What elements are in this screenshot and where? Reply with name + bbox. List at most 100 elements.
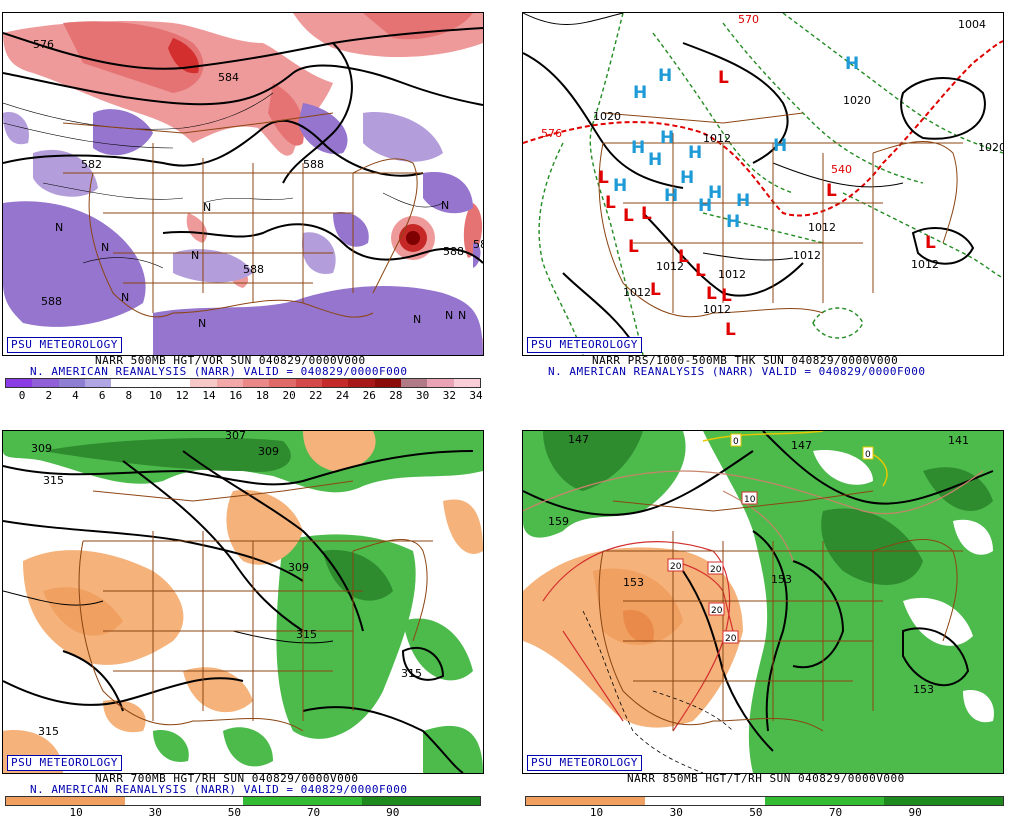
contour-label: 315 [43,474,64,487]
contour-label: 588 [443,245,464,258]
colorbar-segment [216,379,243,387]
contour-label: 584 [218,71,239,84]
caption-700mb-valid: N. AMERICAN REANALYSIS (NARR) VALID = 04… [30,783,408,796]
isobar-label: 1012 [718,268,746,281]
map-500mb-vorticity: 576 582 584 588 588 588 588 588 N N N N … [3,13,483,355]
low-pressure-marker: L [706,284,717,304]
isobar-label: 1012 [911,258,939,271]
psu-meteorology-badge: PSU METEOROLOGY [7,755,122,771]
colorbar-tick-label: 50 [227,806,242,819]
isobar-label: 1012 [793,249,821,262]
colorbar-tick-label: 6 [98,389,106,402]
colorbar-tick-label: 20 [282,389,296,402]
high-pressure-marker: H [660,128,674,148]
temperature-label: 20 [670,562,682,572]
high-pressure-marker: H [648,150,662,170]
psu-meteorology-badge: PSU METEOROLOGY [527,755,642,771]
colorbar-segment [764,797,884,805]
colorbar-segment [883,797,1003,805]
colorbar-tick-label: 10 [148,389,163,402]
caption-850mb-title: NARR 850MB HGT/T/RH SUN 040829/0000V000 [627,772,905,785]
colorbar-vorticity-ticks: 0 2 4 6 8 10 12 14 16 18 20 22 24 26 28 30 32 34 [0,389,490,403]
colorbar-segment [6,797,125,805]
contour-label: 588 [243,263,264,276]
colorbar-tick-label: 8 [125,389,133,402]
high-pressure-marker: H [736,191,750,211]
isobar-label: 1020 [978,141,1003,154]
colorbar-tick-label: 70 [306,806,321,819]
n-marker: N [441,199,449,212]
isobar-label: 1012 [623,286,651,299]
colorbar-segment [400,379,428,387]
colorbar-segment [361,797,480,805]
thickness-label: 576 [541,127,562,140]
colorbar-segment [124,797,243,805]
psu-meteorology-badge: PSU METEOROLOGY [7,337,122,353]
n-marker: N [203,201,211,214]
n-marker: N [191,249,199,262]
colorbar-segment [58,379,85,387]
n-marker: N [55,221,63,234]
n-marker: N [101,241,109,254]
high-pressure-marker: H [680,168,694,188]
colorbar-tick-label: 14 [202,389,216,402]
caption-500mb-valid: N. AMERICAN REANALYSIS (NARR) VALID = 04… [30,365,408,378]
high-pressure-marker: H [658,66,672,86]
contour-label: 315 [401,667,422,680]
temperature-label: 0 [733,437,739,447]
panel-500mb-vorticity: 576 582 584 588 588 588 588 588 N N N N … [2,12,484,356]
temperature-label: 0 [865,450,871,460]
colorbar-segment [427,379,454,387]
colorbar-tick-label: 12 [175,389,189,402]
map-sfc-pressure-thickness: 1004 1020 1020 1020 1012 1012 1012 1012 … [523,13,1003,355]
colorbar-tick-label: 22 [309,389,323,402]
colorbar-tick-label: 0 [18,389,26,402]
isobar-label: 1012 [703,303,731,316]
colorbar-segment [348,379,375,387]
high-pressure-marker: H [845,54,859,74]
colorbar-tick-label: 30 [669,806,683,819]
contour-label: 582 [81,158,102,171]
high-pressure-marker: H [726,212,740,232]
map-700mb-humidity: 309 315 309 315 315 315 309 307 [3,431,483,773]
isobar-label: 1012 [656,260,684,273]
colorbar-tick-label: 32 [442,389,456,402]
panel-700mb-humidity: 309 315 309 315 315 315 309 307 PSU METE… [2,430,484,774]
temperature-label: 10 [744,495,756,505]
caption-500mb-title: NARR 500MB HGT/VOR SUN 040829/0000V000 [95,354,366,367]
colorbar-segment [163,379,191,387]
high-pressure-marker: H [633,83,647,103]
low-pressure-marker: L [641,204,652,224]
colorbar-segment [6,379,33,387]
colorbar-segment [453,379,480,387]
high-pressure-marker: H [613,176,627,196]
colorbar-tick-label: 4 [72,389,79,402]
n-marker: N [413,313,421,326]
colorbar-tick-label: 10 [69,806,83,819]
low-pressure-marker: L [598,168,609,188]
colorbar-tick-label: 34 [469,389,483,402]
low-pressure-marker: L [650,280,661,300]
colorbar-segment [295,379,322,387]
colorbar-tick-label: 90 [908,806,922,819]
contour-label: 153 [771,573,792,586]
contour-label: 315 [296,628,317,641]
caption-thickness-valid: N. AMERICAN REANALYSIS (NARR) VALID = 04… [548,365,926,378]
colorbar-segment [526,797,646,805]
n-marker: N [198,317,206,330]
thickness-label: 540 [831,163,852,176]
contour-label: 147 [791,439,812,452]
colorbar-segment [243,797,362,805]
contour-label: 159 [548,515,569,528]
contour-label: 307 [225,431,246,442]
colorbar-segment [374,379,401,387]
contour-label: 309 [31,442,52,455]
colorbar-tick-label: 28 [389,389,403,402]
high-pressure-marker: H [773,136,787,156]
panel-sfc-pressure-thickness: 1004 1020 1020 1020 1012 1012 1012 1012 … [522,12,1004,356]
panel-850mb-temperature-humidity: 147 147 141 159 153 153 153 0 0 10 20 20… [522,430,1004,774]
low-pressure-marker: L [721,286,732,306]
high-pressure-marker: H [698,196,712,216]
caption-700mb-title: NARR 700MB HGT/RH SUN 040829/0000V000 [95,772,359,785]
colorbar-segment [321,379,349,387]
